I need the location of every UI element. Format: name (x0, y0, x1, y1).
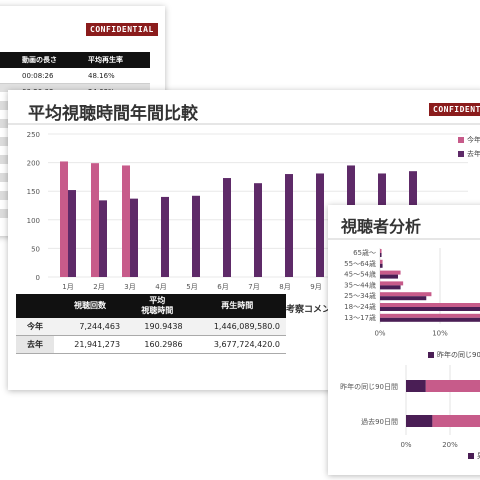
confidential-badge: CONFIDENTIAL (429, 103, 480, 116)
bar-age-prev (380, 307, 480, 311)
col-play-time: 再生時間 (188, 294, 286, 318)
y-tick-label: 65歳～ (353, 248, 376, 257)
bar-age-prev (380, 285, 401, 290)
y-tick-label: 35～44歳 (344, 280, 376, 289)
bar-last-year (285, 174, 293, 277)
back-title-fragment: ) (0, 23, 4, 37)
x-tick-label: 0% (374, 330, 385, 338)
bar-last-year (161, 196, 169, 277)
y-tick-label: 100 (27, 217, 40, 225)
x-tick-label: 8月 (279, 283, 290, 291)
bar-segment-dark (406, 380, 426, 392)
y-tick-label: 25～34歳 (344, 291, 376, 300)
x-tick-label: 1月 (62, 283, 73, 291)
legend-last-year-same-90: 昨年の同じ90日 (428, 350, 480, 360)
x-tick-label: 3月 (124, 283, 135, 291)
y-tick-label: 昨年の同じ90日間 (340, 382, 398, 391)
col-avg-watch-time: 平均 視聴時間 (126, 294, 189, 318)
table-row: 今年 7,244,463 190.9438 1,446,089,580.0 (16, 318, 286, 336)
bar-last-year (316, 173, 324, 277)
y-tick-label: 150 (27, 188, 40, 196)
bar-age-prev (380, 253, 382, 257)
legend-swatch-last-year (458, 151, 464, 157)
audience-title: 視聴者分析 (341, 217, 422, 236)
bar-last-year (223, 178, 231, 277)
bar-segment-dark (406, 415, 433, 427)
x-tick-label: 10% (432, 330, 448, 338)
bar-age-this (380, 292, 432, 297)
bar-this-year (122, 165, 130, 277)
x-tick-label: 4月 (155, 283, 166, 291)
y-tick-label: 55～64歳 (344, 259, 376, 268)
legend-swatch-this-year (458, 137, 464, 143)
bar-age-prev (380, 274, 398, 279)
table-row: 00:08:26 48.16% (0, 68, 150, 84)
x-tick-label: 6月 (217, 283, 228, 291)
bar-age-this (380, 313, 480, 318)
col-avg-play-rate: 平均再生率 (84, 52, 150, 68)
x-tick-label: 9月 (310, 283, 321, 291)
age-distribution-chart: 0%10%20%65歳～55～64歳45～54歳35～44歳25～34歳18～2… (344, 248, 480, 338)
bar-age-this (380, 270, 401, 275)
bar-age-prev (380, 296, 427, 301)
bar-this-year (60, 161, 68, 277)
bar-age-this (380, 249, 382, 253)
page-title: 平均視聴時間年間比較 (28, 104, 198, 124)
y-tick-label: 過去90日間 (361, 417, 398, 426)
y-tick-label: 0 (36, 274, 40, 282)
y-tick-label: 45～54歳 (344, 270, 376, 279)
bar-last-year (68, 190, 76, 277)
y-tick-label: 18～24歳 (344, 302, 376, 311)
bar-segment-pink (432, 415, 480, 427)
summary-stat-table: 視聴回数 平均 視聴時間 再生時間 今年 7,244,463 190.9438 … (16, 294, 286, 354)
bar-last-year (130, 198, 138, 277)
col-view-count: 視聴回数 (54, 294, 127, 318)
x-tick-label: 0% (400, 441, 411, 449)
bar-age-this (380, 259, 383, 264)
col-video-length: 動画の長さ (18, 52, 84, 68)
bar-segment-pink (425, 380, 480, 392)
title-divider (8, 123, 480, 125)
y-tick-label: 250 (27, 131, 40, 139)
legend-male: 男 (468, 451, 480, 461)
bar-age-this (380, 303, 480, 307)
bar-this-year (91, 163, 99, 277)
legend-this-year: 今年 (458, 135, 480, 145)
x-tick-label: 7月 (248, 283, 259, 291)
y-tick-label: 13～17歳 (344, 313, 376, 322)
bar-last-year (99, 200, 107, 277)
bar-age-this (380, 281, 404, 286)
legend-swatch (428, 352, 434, 358)
x-tick-label: 20% (442, 441, 458, 449)
x-tick-label: 2月 (93, 283, 104, 291)
bar-last-year (192, 195, 200, 277)
y-tick-label: 200 (27, 160, 40, 168)
bar-last-year (254, 183, 262, 277)
bar-age-prev (380, 317, 480, 322)
comment-label: 考察コメン (286, 305, 332, 315)
bar-age-prev (380, 263, 383, 268)
title-divider (328, 238, 480, 240)
x-tick-label: 5月 (186, 283, 197, 291)
legend-last-year: 去年 (458, 149, 480, 159)
legend-swatch (468, 453, 474, 459)
confidential-badge: CONFIDENTIAL (86, 23, 158, 36)
table-row: 去年 21,941,273 160.2986 3,677,724,420.0 (16, 335, 286, 354)
y-tick-label: 50 (31, 245, 40, 253)
